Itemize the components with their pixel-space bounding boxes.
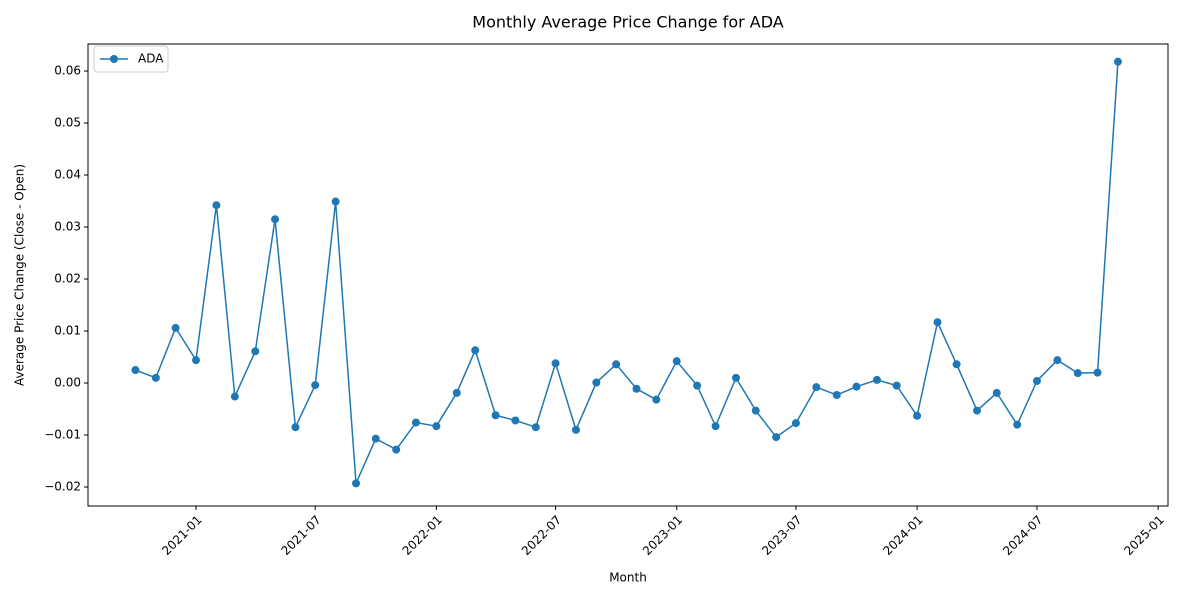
x-tick-label: 2022-07 [519, 513, 564, 558]
x-tick-label: 2021-07 [278, 513, 323, 558]
plot-frame [87, 43, 1169, 507]
data-point [693, 381, 702, 390]
data-point [352, 479, 361, 488]
data-point [1053, 356, 1062, 365]
data-point [131, 366, 140, 375]
data-point [892, 381, 901, 390]
x-tick-label: 2025-01 [1121, 513, 1166, 558]
data-point [212, 201, 221, 210]
data-point [1073, 369, 1082, 378]
x-tick-label: 2024-07 [1000, 513, 1045, 558]
y-tick-label: 0.03 [54, 220, 81, 234]
data-point [230, 392, 239, 401]
data-point [711, 422, 720, 431]
data-point [872, 375, 881, 384]
data-point [411, 418, 420, 427]
y-tick-label: 0.01 [54, 324, 81, 338]
data-point [612, 360, 621, 369]
series-line [135, 61, 1119, 484]
data-point [672, 357, 681, 366]
data-point [271, 215, 280, 224]
data-point [311, 381, 320, 390]
data-point [171, 323, 180, 332]
data-point [392, 445, 401, 454]
data-point [832, 390, 841, 399]
x-tick-label: 2022-01 [400, 513, 445, 558]
x-tick-label: 2023-01 [640, 513, 685, 558]
data-point [251, 347, 260, 356]
data-point [531, 423, 540, 432]
data-point [452, 388, 461, 397]
legend-label: ADA [138, 52, 164, 66]
x-tick-label: 2021-01 [159, 513, 204, 558]
chart-title: Monthly Average Price Change for ADA [472, 13, 783, 32]
data-point [151, 373, 160, 382]
legend-marker [110, 55, 118, 63]
data-point [812, 383, 821, 392]
data-point [331, 197, 340, 206]
data-point [933, 318, 942, 327]
data-point [652, 395, 661, 404]
data-point [511, 416, 520, 425]
data-point [491, 411, 500, 420]
data-point [732, 373, 740, 382]
data-point [632, 384, 641, 393]
x-tick-label: 2023-07 [759, 513, 804, 558]
data-point [772, 433, 781, 442]
x-axis-label: Month [609, 571, 647, 585]
data-point [192, 356, 200, 365]
data-point [571, 425, 580, 434]
data-point [751, 406, 760, 415]
data-point [1113, 57, 1122, 66]
data-point [1013, 420, 1022, 429]
data-point [471, 346, 480, 355]
y-tick-label: −0.01 [44, 428, 81, 442]
data-point [913, 411, 922, 420]
y-tick-label: 0.06 [54, 64, 81, 78]
y-tick-label: 0.04 [54, 168, 81, 182]
data-point [371, 434, 380, 443]
y-tick-label: 0.00 [54, 376, 81, 390]
y-axis-label: Average Price Change (Close - Open) [13, 164, 27, 386]
data-point [952, 360, 961, 369]
legend-box [93, 45, 169, 73]
data-point [432, 422, 441, 431]
y-tick-label: 0.05 [54, 116, 81, 130]
data-point [1032, 376, 1041, 385]
data-point [791, 419, 800, 428]
data-point [551, 359, 560, 368]
y-tick-label: 0.02 [54, 272, 81, 286]
data-point [291, 423, 300, 432]
y-tick-label: −0.02 [44, 480, 81, 494]
x-tick-label: 2024-01 [880, 513, 925, 558]
data-point [1093, 368, 1102, 377]
data-point [992, 388, 1001, 397]
data-point [973, 406, 982, 415]
data-point [592, 378, 601, 387]
data-point [852, 382, 861, 391]
